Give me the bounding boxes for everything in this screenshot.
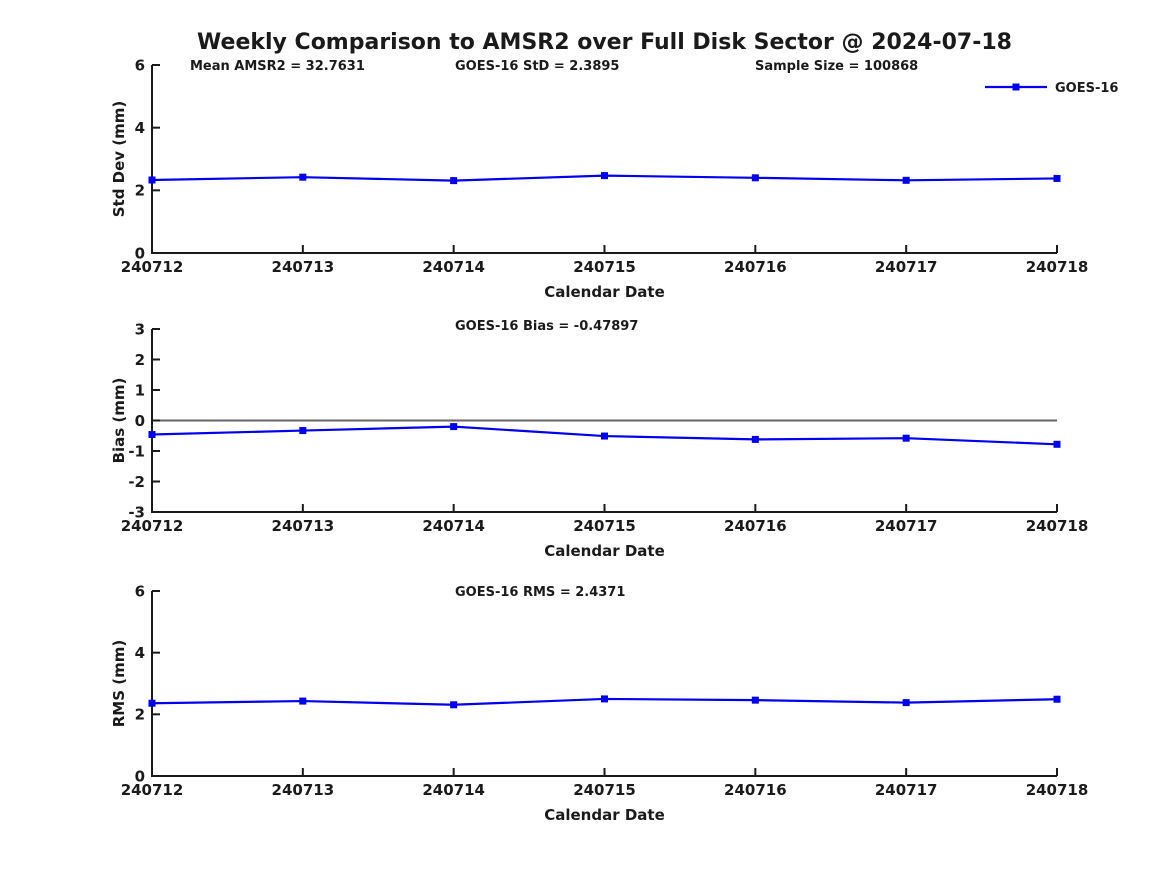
x-axis-label: Calendar Date	[544, 542, 665, 560]
x-tick-label: 240716	[724, 258, 787, 276]
axis-spine	[151, 65, 1057, 254]
x-tick-label: 240712	[121, 517, 184, 535]
x-tick-label: 240717	[875, 781, 938, 799]
series-marker	[299, 173, 307, 181]
x-tick-label: 240717	[875, 517, 938, 535]
series-marker	[148, 431, 156, 439]
x-tick-label: 240713	[272, 258, 335, 276]
series-marker	[751, 435, 759, 443]
y-tick-label: -1	[128, 442, 145, 460]
panel-annotation: GOES-16 RMS = 2.4371	[455, 585, 625, 600]
series-marker	[148, 699, 156, 707]
y-tick-label: 2	[135, 351, 145, 369]
panel-annotation: GOES-16 StD = 2.3895	[455, 59, 619, 74]
y-tick-label: 6	[135, 582, 145, 600]
series-marker	[902, 176, 910, 184]
x-tick-label: 240716	[724, 517, 787, 535]
figure-title: Weekly Comparison to AMSR2 over Full Dis…	[197, 30, 1012, 55]
x-tick-label: 240715	[573, 517, 636, 535]
axis-spine	[151, 591, 1057, 777]
x-tick-label: 240712	[121, 781, 184, 799]
y-tick-label: 4	[135, 644, 145, 662]
x-axis-label: Calendar Date	[544, 806, 665, 824]
y-tick-label: -3	[128, 503, 145, 521]
y-tick-label: 2	[135, 182, 145, 200]
x-tick-label: 240714	[422, 517, 485, 535]
x-tick-label: 240713	[272, 781, 335, 799]
y-tick-label: 4	[135, 119, 145, 137]
series-marker	[1053, 440, 1061, 448]
legend-label: GOES-16	[1055, 81, 1118, 96]
y-tick-label: 2	[135, 706, 145, 724]
series-marker	[751, 696, 759, 704]
legend-marker-icon	[1012, 83, 1020, 91]
series-marker	[601, 432, 608, 440]
x-tick-label: 240718	[1026, 258, 1089, 276]
series-marker	[902, 699, 910, 707]
x-tick-label: 240715	[573, 781, 636, 799]
series-marker	[450, 423, 458, 431]
legend: GOES-16	[985, 81, 1118, 96]
series-marker	[1053, 174, 1061, 182]
panel-annotation: Sample Size = 100868	[755, 59, 918, 74]
y-axis-label: RMS (mm)	[110, 640, 128, 727]
y-axis-label: Bias (mm)	[110, 378, 128, 464]
series-marker	[751, 174, 759, 182]
panel-annotation: GOES-16 Bias = -0.47897	[455, 319, 638, 334]
x-tick-label: 240714	[422, 258, 485, 276]
y-tick-label: 0	[135, 244, 145, 262]
y-tick-label: 1	[135, 381, 145, 399]
series-marker	[450, 701, 458, 709]
y-tick-label: 0	[135, 767, 145, 785]
series-marker	[601, 695, 608, 703]
x-tick-label: 240713	[272, 517, 335, 535]
x-axis-label: Calendar Date	[544, 283, 665, 301]
x-tick-label: 240718	[1026, 781, 1089, 799]
x-tick-label: 240715	[573, 258, 636, 276]
series-marker	[148, 176, 156, 184]
series-marker	[299, 427, 307, 435]
panel-annotation: Mean AMSR2 = 32.7631	[190, 59, 365, 74]
panel-rms: 0 2 4 6 240712 240713 240714 240715 240716 240717…	[110, 582, 1088, 824]
y-tick-label: 6	[135, 56, 145, 74]
x-tick-label: 240718	[1026, 517, 1089, 535]
x-tick-label: 240717	[875, 258, 938, 276]
panel-std-dev: 0 2 4 6 240712 240713 240714 240715 240716 240717…	[110, 56, 1118, 301]
series-marker	[1053, 695, 1061, 703]
series-marker	[299, 697, 307, 705]
x-tick-label: 240716	[724, 781, 787, 799]
y-tick-label: -2	[128, 473, 145, 491]
series-marker	[601, 172, 608, 180]
series-marker	[450, 177, 458, 185]
series-marker	[902, 434, 910, 442]
x-tick-label: 240712	[121, 258, 184, 276]
x-tick-label: 240714	[422, 781, 485, 799]
y-axis-label: Std Dev (mm)	[110, 101, 128, 218]
y-tick-label: 0	[135, 412, 145, 430]
panel-bias: -3 -2 -1 0 1 2 3 240712 240713 240714 240715 240716…	[110, 319, 1088, 560]
y-tick-label: 3	[135, 320, 145, 338]
